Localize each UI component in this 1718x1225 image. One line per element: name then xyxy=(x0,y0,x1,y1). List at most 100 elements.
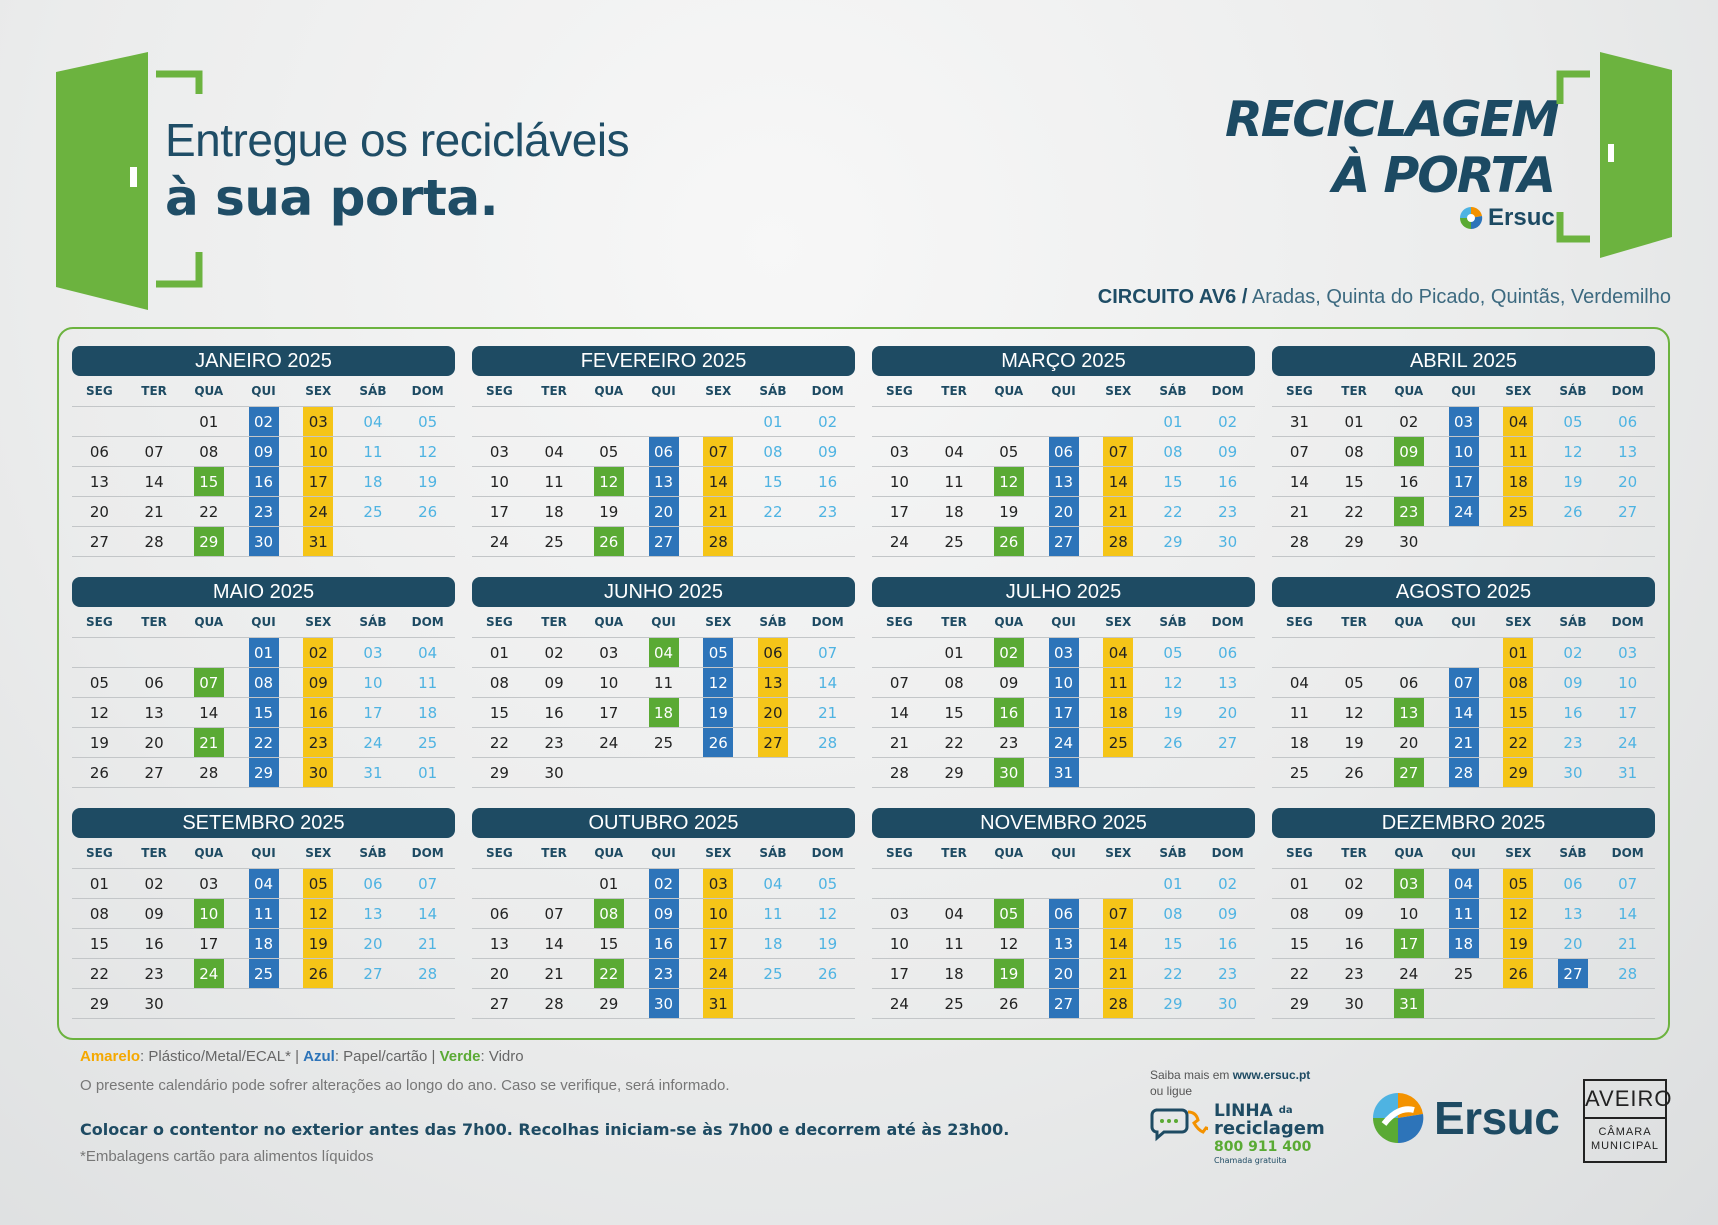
empty-cell xyxy=(181,989,236,1018)
collection-day-cell: 30 xyxy=(981,758,1037,787)
collection-day-cell: 26 xyxy=(1490,959,1546,988)
day-cell: 06 xyxy=(89,442,109,461)
collection-day-cell: 11 xyxy=(1490,437,1546,466)
weekday-label: DOM xyxy=(811,384,844,398)
empty-cell xyxy=(1436,527,1491,556)
collection-day-cell: 07 xyxy=(181,668,237,697)
week-row: 14 15 16 17 18 19 20 xyxy=(872,697,1255,727)
collection-day-cell: 12 xyxy=(690,668,746,697)
weekday-label: QUA xyxy=(594,384,624,398)
empty-cell xyxy=(236,989,291,1018)
week-row: 10 11 12 13 14 15 16 xyxy=(472,466,855,496)
day-cell: 29 xyxy=(944,763,964,782)
day-cell: 10 xyxy=(599,673,619,692)
contact-ligue: ou ligue xyxy=(1150,1084,1193,1098)
empty-cell xyxy=(1436,989,1491,1018)
collection-day-cell: 10 xyxy=(1036,668,1091,697)
day-cell: 22 xyxy=(944,733,964,752)
day-cell: 29 xyxy=(489,763,509,782)
weekday-label: TER xyxy=(541,615,567,629)
collection-day-cell: 30 xyxy=(636,989,691,1018)
day-cell: 06 xyxy=(1618,412,1638,431)
day-cell: 21 xyxy=(889,733,909,752)
weekday-label: SÁB xyxy=(759,615,787,629)
collection-day-cell: 28 xyxy=(1436,758,1491,787)
weekday-label: SEG xyxy=(886,846,913,860)
collection-day-cell: 24 xyxy=(690,959,746,988)
day-cell: 07 xyxy=(544,904,564,923)
collection-day-cell: 12 xyxy=(290,899,346,928)
day-cell: 01 xyxy=(418,763,438,782)
headline-line1: Entregue os recicláveis xyxy=(165,114,630,166)
day-cell: 05 xyxy=(818,874,838,893)
week-row: 31 01 02 03 04 05 06 xyxy=(1272,406,1655,436)
day-cell: 28 xyxy=(818,733,838,752)
day-cell: 28 xyxy=(1618,964,1638,983)
collection-day-cell: 08 xyxy=(236,668,291,697)
day-cell: 24 xyxy=(889,532,909,551)
empty-cell xyxy=(1091,407,1146,436)
month-title: DEZEMBRO 2025 xyxy=(1272,808,1655,838)
collection-day-cell: 07 xyxy=(1090,437,1146,466)
empty-cell xyxy=(872,638,927,667)
weekday-label: SEG xyxy=(1286,384,1313,398)
day-cell: 02 xyxy=(818,412,838,431)
day-cell: 17 xyxy=(1618,703,1638,722)
day-cell: 23 xyxy=(818,502,838,521)
day-cell: 11 xyxy=(944,934,964,953)
collection-day-cell: 02 xyxy=(636,869,691,898)
weekday-label: SÁB xyxy=(759,384,787,398)
day-cell: 21 xyxy=(1289,502,1309,521)
weekday-label: DOM xyxy=(411,615,444,629)
empty-cell xyxy=(1272,638,1327,667)
weekday-label: QUI xyxy=(1451,846,1476,860)
empty-cell xyxy=(472,407,527,436)
day-cell: 07 xyxy=(889,673,909,692)
day-cell: 18 xyxy=(544,502,564,521)
circuit-id: CIRCUITO AV6 / xyxy=(1097,286,1248,308)
legend-green-label: Verde xyxy=(439,1048,481,1065)
collection-day-cell: 18 xyxy=(236,929,291,958)
empty-cell xyxy=(1146,758,1201,787)
day-cell: 12 xyxy=(1163,673,1183,692)
week-row: 07 08 09 10 11 12 13 xyxy=(872,667,1255,697)
contact-url[interactable]: www.ersuc.pt xyxy=(1232,1068,1311,1082)
day-cell: 02 xyxy=(1344,874,1364,893)
day-cell: 30 xyxy=(1218,532,1238,551)
day-cell: 23 xyxy=(1344,964,1364,983)
day-cell: 25 xyxy=(944,532,964,551)
day-cell: 19 xyxy=(1563,472,1583,491)
day-cell: 08 xyxy=(1163,442,1183,461)
empty-cell xyxy=(691,758,746,787)
collection-day-cell: 04 xyxy=(636,638,691,667)
day-cell: 01 xyxy=(763,412,783,431)
collection-day-cell: 17 xyxy=(1436,467,1491,496)
weekday-label: TER xyxy=(541,384,567,398)
collection-day-cell: 15 xyxy=(1490,698,1546,727)
collection-day-cell: 30 xyxy=(236,527,291,556)
day-cell: 19 xyxy=(1163,703,1183,722)
collection-day-cell: 14 xyxy=(1090,467,1146,496)
week-row: 01 02 03 04 xyxy=(72,637,455,667)
weekday-label: SÁB xyxy=(359,384,387,398)
weekday-header: SEG TER QUA QUI SEX SÁB DOM xyxy=(872,376,1255,406)
day-cell: 03 xyxy=(489,442,509,461)
week-row: 17 18 19 20 21 22 23 xyxy=(872,958,1255,988)
day-cell: 09 xyxy=(144,904,164,923)
week-row: 17 18 19 20 21 22 23 xyxy=(872,496,1255,526)
day-cell: 29 xyxy=(1163,532,1183,551)
weekday-label: SEX xyxy=(705,846,732,860)
month-calendar: MAIO 2025 SEG TER QUA QUI SEX SÁB DOM 01 02 03 04 05… xyxy=(72,577,455,788)
collection-day-cell: 17 xyxy=(1381,929,1437,958)
month-calendar: JULHO 2025 SEG TER QUA QUI SEX SÁB DOM 01 02 03 04 0… xyxy=(872,577,1255,788)
collection-day-cell: 13 xyxy=(636,467,691,496)
collection-day-cell: 26 xyxy=(290,959,346,988)
day-cell: 16 xyxy=(544,703,564,722)
weekday-label: QUA xyxy=(1394,846,1424,860)
phone-number[interactable]: 800 911 400 xyxy=(1214,1139,1312,1155)
day-cell: 15 xyxy=(944,703,964,722)
empty-cell xyxy=(400,527,455,556)
weekday-label: DOM xyxy=(811,615,844,629)
day-cell: 17 xyxy=(199,934,219,953)
weekday-label: TER xyxy=(941,846,967,860)
